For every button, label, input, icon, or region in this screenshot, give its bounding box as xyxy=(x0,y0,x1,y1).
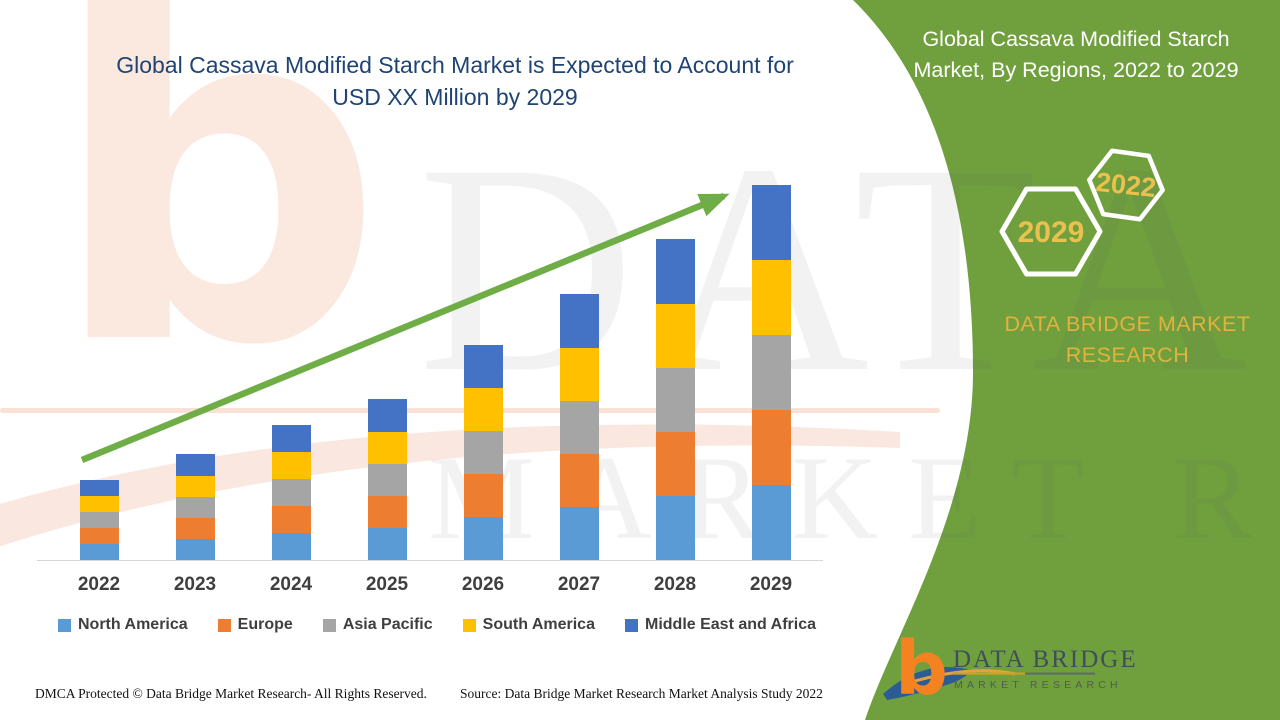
logo-name: DATA BRIDGE xyxy=(953,646,1135,673)
x-tick-2022: 2022 xyxy=(77,574,121,595)
bar-segment-south-america-2027 xyxy=(559,348,599,401)
hexagon-2029 xyxy=(999,186,1103,277)
bar-segment-south-america-2022 xyxy=(79,496,119,512)
bar-segment-north-america-2025 xyxy=(367,528,407,560)
bar-segment-europe-2028 xyxy=(655,432,695,496)
bar-segment-europe-2022 xyxy=(79,528,119,544)
bar-segment-north-america-2022 xyxy=(79,544,119,560)
bar-segment-north-america-2023 xyxy=(175,539,215,560)
chart-title-line2: USD XX Million by 2029 xyxy=(332,83,578,110)
bar-segment-asia-pacific-2027 xyxy=(559,401,599,454)
legend-label-asia-pacific: Asia Pacific xyxy=(342,616,433,633)
bar-segment-north-america-2029 xyxy=(751,485,791,560)
brand-gold-line2: RESEARCH xyxy=(1065,343,1190,368)
bar-segment-europe-2025 xyxy=(367,496,407,528)
x-tick-2025: 2025 xyxy=(365,574,409,595)
bar-segment-middle-east-and-africa-2027 xyxy=(559,294,599,348)
bar-segment-europe-2023 xyxy=(175,518,215,539)
x-axis-labels: 2022 2023 2024 2025 2026 2027 2028 2029 xyxy=(40,574,822,600)
hexagon-2022 xyxy=(1087,148,1165,222)
bar-segment-middle-east-and-africa-2024 xyxy=(271,425,311,452)
bar-segment-south-america-2025 xyxy=(367,432,407,464)
x-tick-2026: 2026 xyxy=(461,574,505,595)
bar-segment-north-america-2027 xyxy=(559,507,599,560)
stacked-bar-2023 xyxy=(175,454,215,560)
stacked-bar-2029 xyxy=(751,185,791,560)
bar-segment-north-america-2026 xyxy=(463,517,503,560)
stacked-bar-2026 xyxy=(463,345,503,560)
legend-item-europe: Europe xyxy=(217,616,293,634)
legend-item-asia-pacific: Asia Pacific xyxy=(322,616,433,634)
stacked-bar-2022 xyxy=(79,480,119,560)
bar-segment-asia-pacific-2022 xyxy=(79,512,119,528)
bar-segment-middle-east-and-africa-2025 xyxy=(367,399,407,432)
legend-label-south-america: South America xyxy=(482,616,595,633)
chart-legend: North America Europe Asia Pacific South Ame… xyxy=(58,616,816,634)
chart-title-line1: Global Cassava Modified Starch Market is… xyxy=(116,52,794,78)
chart-title: Global Cassava Modified Starch Market is… xyxy=(85,50,825,113)
bar-segment-north-america-2024 xyxy=(271,533,311,560)
bar-segment-north-america-2028 xyxy=(655,496,695,560)
brand-gold-line1: DATA BRIDGE MARKET xyxy=(1004,312,1251,336)
stacked-bar-2027 xyxy=(559,294,599,560)
legend-item-south-america: South America xyxy=(462,616,595,634)
bar-segment-asia-pacific-2026 xyxy=(463,431,503,474)
logo-subtitle: MARKET RESEARCH xyxy=(954,679,1122,691)
bar-segment-south-america-2029 xyxy=(751,260,791,335)
bar-segment-asia-pacific-2023 xyxy=(175,497,215,518)
x-tick-2023: 2023 xyxy=(173,574,217,595)
bar-segment-asia-pacific-2025 xyxy=(367,464,407,496)
x-tick-2024: 2024 xyxy=(269,574,313,595)
panel-title-line1: Global Cassava Modified Starch xyxy=(922,27,1230,51)
stacked-bar-2025 xyxy=(367,399,407,560)
legend-label-north-america: North America xyxy=(78,616,188,633)
bar-segment-south-america-2026 xyxy=(463,388,503,431)
bar-chart-plot xyxy=(37,180,823,561)
panel-title-line2: Market, By Regions, 2022 to 2029 xyxy=(913,57,1239,82)
bar-segment-middle-east-and-africa-2023 xyxy=(175,454,215,476)
bar-segment-middle-east-and-africa-2026 xyxy=(463,345,503,388)
year-hexagons: 2022 2029 xyxy=(999,148,1165,277)
bar-segment-europe-2026 xyxy=(463,474,503,517)
databridge-logo: b DATA BRIDGE MARKET RESEARCH xyxy=(883,626,1135,710)
bar-segment-south-america-2028 xyxy=(655,304,695,368)
source-notice: Source: Data Bridge Market Research Mark… xyxy=(460,686,823,701)
hexagon-2022-label: 2022 xyxy=(1095,167,1158,203)
bar-segment-europe-2029 xyxy=(751,410,791,485)
hexagon-2029-label: 2029 xyxy=(1018,216,1085,249)
logo-gold-arc-icon xyxy=(904,669,1016,686)
x-tick-2027: 2027 xyxy=(557,574,601,595)
legend-swatch-north-america xyxy=(58,618,71,632)
bar-segment-europe-2024 xyxy=(271,506,311,533)
legend-label-middle-east-and-africa: Middle East and Africa xyxy=(645,616,816,633)
bar-segment-middle-east-and-africa-2028 xyxy=(655,239,695,304)
x-tick-2029: 2029 xyxy=(749,574,793,595)
bar-segment-europe-2027 xyxy=(559,454,599,507)
logo-swoosh-icon xyxy=(883,667,971,700)
legend-swatch-europe xyxy=(217,618,231,632)
dmca-notice: DMCA Protected © Data Bridge Market Rese… xyxy=(35,686,427,701)
bar-segment-middle-east-and-africa-2029 xyxy=(751,185,791,260)
x-axis-line xyxy=(37,560,823,561)
stacked-bar-2028 xyxy=(655,239,695,560)
bar-segment-middle-east-and-africa-2022 xyxy=(79,480,119,496)
bar-segment-asia-pacific-2028 xyxy=(655,368,695,432)
legend-item-middle-east-and-africa: Middle East and Africa xyxy=(625,616,816,634)
brand-wordmark-gold: DATA BRIDGE MARKET RESEARCH xyxy=(950,309,1280,371)
bar-segment-asia-pacific-2029 xyxy=(751,335,791,410)
legend-swatch-asia-pacific xyxy=(322,618,336,632)
panel-title: Global Cassava Modified Starch Market, B… xyxy=(876,24,1276,85)
x-tick-2028: 2028 xyxy=(653,574,697,595)
bar-segment-south-america-2023 xyxy=(175,476,215,497)
legend-swatch-middle-east-and-africa xyxy=(625,618,638,632)
logo-b-icon: b xyxy=(895,626,948,710)
legend-swatch-south-america xyxy=(462,618,476,632)
legend-item-north-america: North America xyxy=(58,616,188,634)
legend-label-europe: Europe xyxy=(237,616,293,633)
stacked-bar-2024 xyxy=(271,425,311,560)
bar-segment-asia-pacific-2024 xyxy=(271,479,311,506)
bar-segment-south-america-2024 xyxy=(271,452,311,479)
